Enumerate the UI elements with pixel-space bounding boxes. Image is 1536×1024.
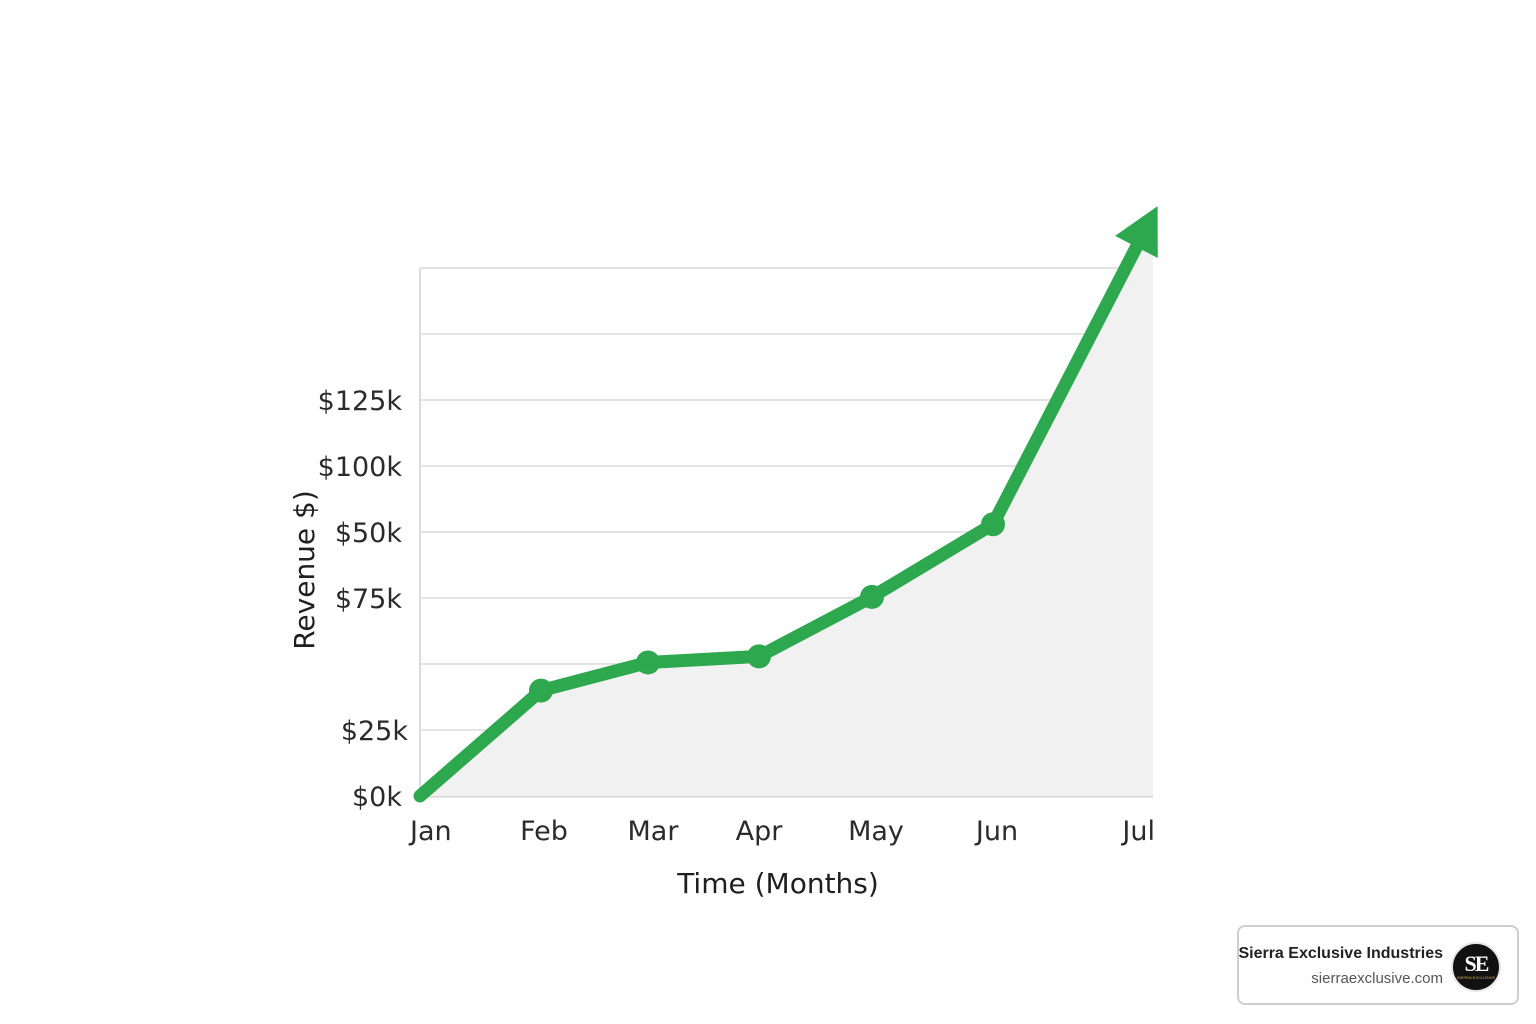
data-point-apr xyxy=(747,644,771,669)
brand-logo-mark: SE xyxy=(1464,951,1490,976)
x-tick-label: Jul xyxy=(1120,816,1155,847)
x-axis-ticks: Jan Feb Mar Apr May Jun Jul xyxy=(408,816,1155,847)
x-tick-label: Apr xyxy=(736,816,784,847)
x-tick-label: Mar xyxy=(628,816,680,847)
area-under-line xyxy=(420,214,1153,796)
x-tick-label: Jun xyxy=(974,816,1018,847)
y-tick-label: $100k xyxy=(318,452,403,483)
brand-url: sierraexclusive.com xyxy=(1311,970,1443,987)
trend-arrow-icon xyxy=(1115,206,1158,258)
data-point-may xyxy=(860,584,884,609)
y-tick-label: $125k xyxy=(318,386,403,417)
y-axis-ticks: $0k $25k $75k $50k $100k $125k xyxy=(318,386,409,813)
x-tick-label: Jan xyxy=(408,816,452,847)
brand-logo-icon: SE SIERRA EXCLUSIVE xyxy=(1451,942,1501,992)
data-point-feb xyxy=(529,678,553,703)
x-tick-label: Feb xyxy=(520,816,568,847)
brand-logo-subtext: SIERRA EXCLUSIVE xyxy=(1456,975,1496,980)
brand-badge: Sierra Exclusive Industries sierraexclus… xyxy=(1237,925,1519,1005)
data-points xyxy=(414,512,1005,802)
brand-name: Sierra Exclusive Industries xyxy=(1238,945,1443,962)
y-tick-label: $50k xyxy=(335,518,403,549)
y-tick-label: $75k xyxy=(335,584,403,615)
data-point-jan xyxy=(414,790,426,802)
x-axis-title: Time (Months) xyxy=(676,867,879,900)
data-point-mar xyxy=(636,650,660,675)
data-point-jun xyxy=(981,512,1005,537)
y-tick-label: $25k xyxy=(341,716,409,747)
y-tick-label: $0k xyxy=(352,782,402,813)
x-tick-label: May xyxy=(848,816,904,847)
y-axis-title: Revenue $) xyxy=(288,490,321,650)
area-fill xyxy=(420,214,1153,796)
